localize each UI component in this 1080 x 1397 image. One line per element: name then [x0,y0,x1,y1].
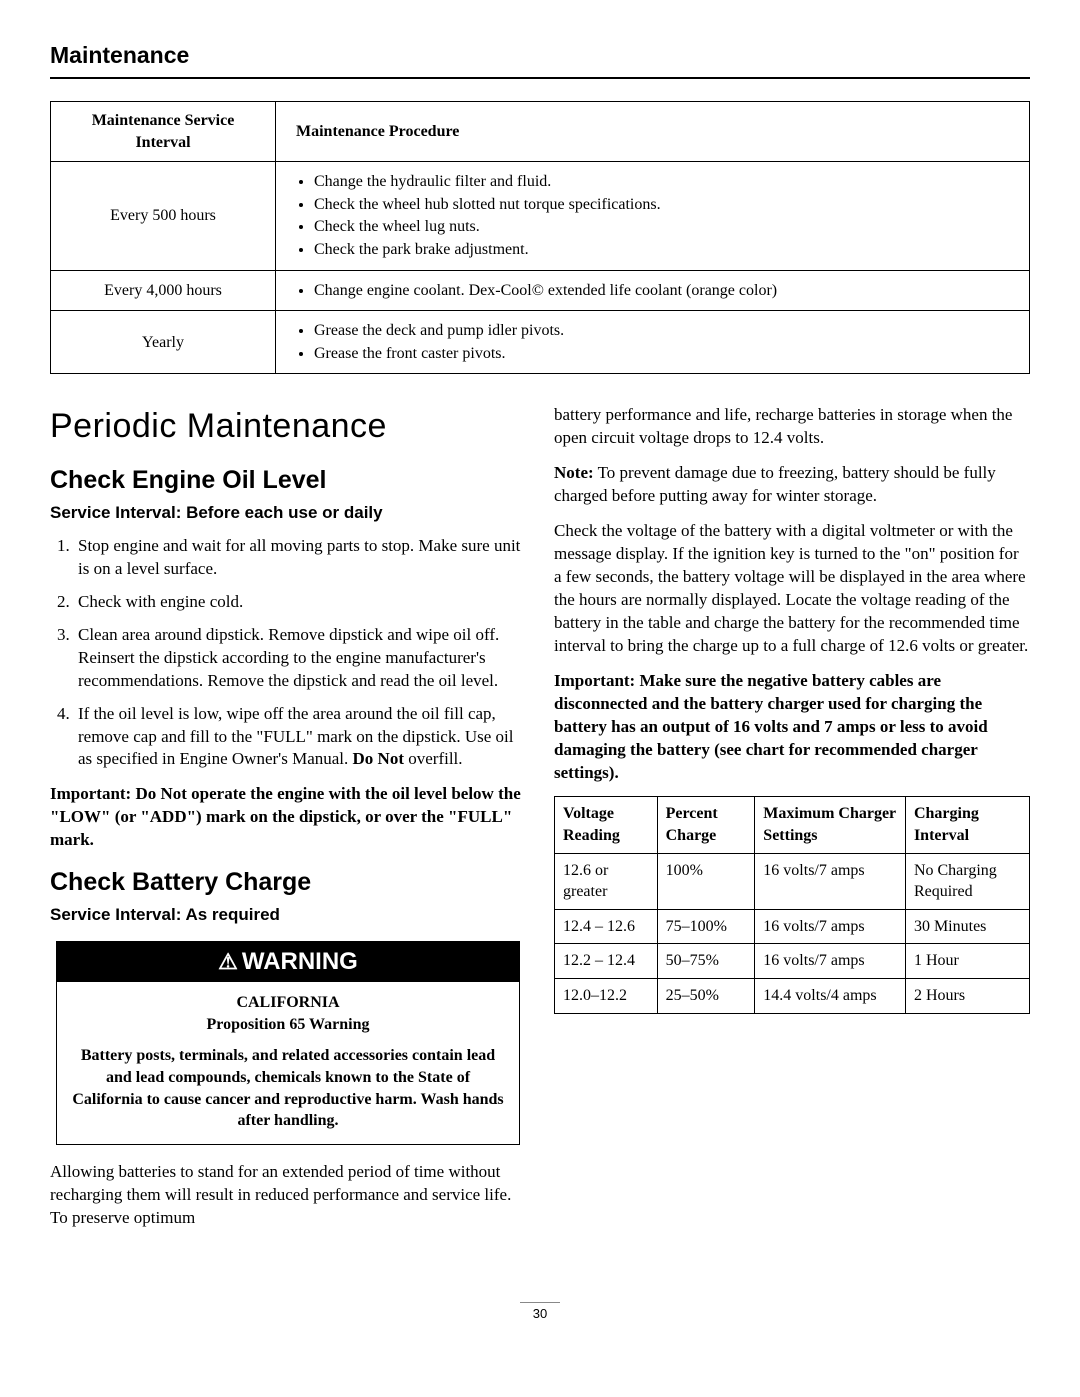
batt-cell: 30 Minutes [905,909,1029,944]
table-cell-procedure: Change the hydraulic filter and fluid.Ch… [276,162,1030,270]
table-cell-interval: Yearly [51,311,276,374]
batt-header-1: Percent Charge [657,797,755,853]
oil-step: Stop engine and wait for all moving part… [74,535,526,581]
table-cell-interval: Every 500 hours [51,162,276,270]
batt-cell: 25–50% [657,979,755,1014]
battery-heading: Check Battery Charge [50,866,526,900]
procedure-item: Change engine coolant. Dex-Cool© extende… [314,280,1017,302]
oil-important: Important: Do Not operate the engine wit… [50,783,526,852]
oil-step: Clean area around dipstick. Remove dipst… [74,624,526,693]
maintenance-table: Maintenance Service Interval Maintenance… [50,101,1030,374]
procedure-item: Check the wheel hub slotted nut torque s… [314,194,1017,216]
oil-heading: Check Engine Oil Level [50,464,526,498]
warning-label: WARNING [242,946,358,978]
oil-service-interval: Service Interval: Before each use or dai… [50,502,526,525]
batt-cell: No Charging Required [905,853,1029,909]
batt-cell: 100% [657,853,755,909]
warning-icon: ⚠ [218,951,238,973]
batt-cell: 16 volts/7 amps [755,909,906,944]
batt-header-0: Voltage Reading [555,797,658,853]
battery-para1: Allowing batteries to stand for an exten… [50,1161,526,1230]
battery-service-interval: Service Interval: As required [50,904,526,927]
maint-header-interval: Maintenance Service Interval [51,102,276,162]
important-label: Important: [50,784,131,803]
prop65-label: Proposition 65 Warning [207,1016,370,1033]
table-cell-procedure: Grease the deck and pump idler pivots.Gr… [276,311,1030,374]
maint-header-procedure: Maintenance Procedure [276,102,1030,162]
batt-cell: 12.2 – 12.4 [555,944,658,979]
warning-header: ⚠WARNING [57,942,519,982]
warning-box: ⚠WARNING CALIFORNIA Proposition 65 Warni… [56,941,520,1145]
procedure-item: Grease the deck and pump idler pivots. [314,320,1017,342]
batt-header-2: Maximum Charger Settings [755,797,906,853]
left-column: Periodic Maintenance Check Engine Oil Le… [50,404,526,1241]
oil-step: If the oil level is low, wipe off the ar… [74,703,526,772]
table-cell-interval: Every 4,000 hours [51,270,276,311]
oil-steps-list: Stop engine and wait for all moving part… [74,535,526,771]
california-label: CALIFORNIA [236,994,339,1011]
batt-cell: 16 volts/7 amps [755,853,906,909]
batt-cell: 16 volts/7 amps [755,944,906,979]
batt-cell: 12.6 or greater [555,853,658,909]
batt-cell: 2 Hours [905,979,1029,1014]
battery-table: Voltage Reading Percent Charge Maximum C… [554,796,1030,1013]
note-text: To prevent damage due to freezing, batte… [554,463,996,505]
battery-important: Important: Make sure the negative batter… [554,670,1030,785]
batt-cell: 12.4 – 12.6 [555,909,658,944]
page-header: Maintenance [50,40,1030,79]
procedure-item: Change the hydraulic filter and fluid. [314,171,1017,193]
battery-note: Note: To prevent damage due to freezing,… [554,462,1030,508]
battery-para2: Check the voltage of the battery with a … [554,520,1030,658]
procedure-item: Check the park brake adjustment. [314,239,1017,261]
warning-text: Battery posts, terminals, and related ac… [71,1045,505,1131]
warning-body: CALIFORNIA Proposition 65 Warning Batter… [57,982,519,1144]
oil-step: Check with engine cold. [74,591,526,614]
right-column: battery performance and life, recharge b… [554,404,1030,1241]
batt-cell: 75–100% [657,909,755,944]
procedure-item: Grease the front caster pivots. [314,343,1017,365]
procedure-item: Check the wheel lug nuts. [314,216,1017,238]
batt-header-3: Charging Interval [905,797,1029,853]
batt-cell: 1 Hour [905,944,1029,979]
batt-cell: 14.4 volts/4 amps [755,979,906,1014]
battery-para1-cont: battery performance and life, recharge b… [554,404,1030,450]
important-label-2: Important: [554,671,635,690]
batt-cell: 50–75% [657,944,755,979]
page-number: 30 [520,1302,560,1323]
table-cell-procedure: Change engine coolant. Dex-Cool© extende… [276,270,1030,311]
note-label: Note: [554,463,594,482]
batt-cell: 12.0–12.2 [555,979,658,1014]
section-title: Periodic Maintenance [50,404,526,450]
